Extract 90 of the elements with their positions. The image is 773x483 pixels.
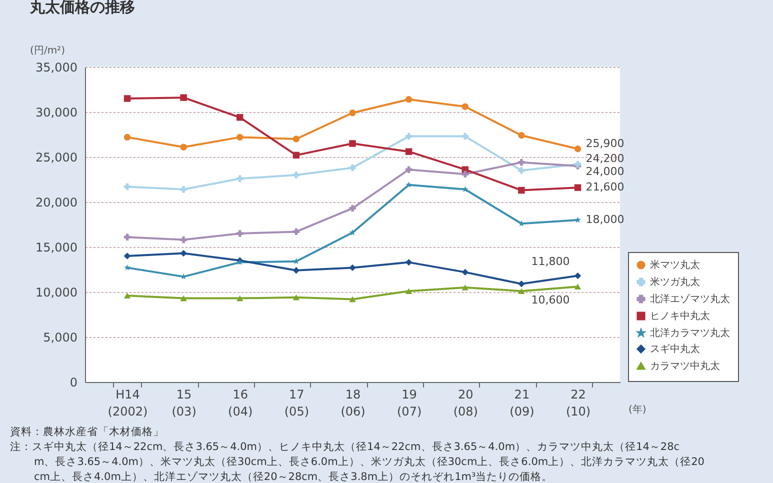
legend-label: スギ中丸太 bbox=[650, 343, 700, 355]
point bbox=[574, 216, 581, 223]
legend-label: 北洋カラマツ丸太 bbox=[650, 327, 730, 339]
data-label: 24,000 bbox=[586, 165, 624, 178]
x-tick-label: 15 (03) bbox=[172, 388, 196, 418]
point bbox=[518, 159, 525, 166]
legend-label: ヒノキ中丸太 bbox=[650, 310, 710, 322]
point bbox=[180, 186, 187, 193]
point bbox=[180, 94, 187, 101]
point bbox=[405, 166, 412, 173]
point bbox=[462, 186, 468, 192]
point bbox=[124, 234, 131, 240]
point bbox=[292, 172, 300, 178]
x-tick-label: 18 (06) bbox=[340, 388, 366, 418]
y-axis-title: (円/m²) bbox=[30, 46, 66, 56]
text: 注：スギ中丸太（径14～22cm、長さ3.65～4.0m）、ヒノキ中丸太（径14～22cm、長さ3.65～4.0m）、カラマツ中丸太（径14～28cm、長さ3.65～4.0m）、米マツ丸太（径30cm上、長さ6.0m上）、米ツガ丸太（径30cm上、長さ6.0m上）、北洋カラマツ丸太（径20cm上、長さ4.0m上）、北洋エゾマツ丸太（径20～28cm、長さ3.8m上）のそれぞれ1m³当たりの価格。 bbox=[10, 440, 704, 483]
point bbox=[405, 288, 412, 294]
point bbox=[518, 288, 525, 294]
point bbox=[518, 132, 525, 139]
point bbox=[405, 96, 412, 103]
point bbox=[292, 294, 300, 300]
point bbox=[180, 250, 187, 257]
point bbox=[236, 114, 244, 121]
y-tick-label: 15,000 bbox=[36, 240, 78, 254]
point bbox=[124, 264, 130, 270]
x-tick-label: 22 (10) bbox=[566, 388, 591, 418]
point bbox=[349, 229, 356, 236]
legend-label: 北洋エゾマツ丸太 bbox=[650, 293, 730, 305]
point bbox=[518, 280, 525, 288]
y-tick-label: 10,000 bbox=[36, 286, 78, 300]
point bbox=[180, 144, 187, 150]
point bbox=[292, 267, 300, 274]
point bbox=[462, 284, 468, 290]
point bbox=[574, 284, 582, 290]
point bbox=[405, 148, 412, 155]
point bbox=[236, 295, 244, 302]
point bbox=[292, 152, 300, 159]
point bbox=[124, 292, 131, 299]
data-label: 18,000 bbox=[586, 213, 624, 226]
point bbox=[236, 230, 244, 237]
x-tick-label: 20 (08) bbox=[453, 388, 478, 418]
point bbox=[349, 110, 356, 116]
point bbox=[292, 228, 300, 236]
point bbox=[462, 132, 468, 140]
point bbox=[349, 140, 356, 147]
point bbox=[124, 95, 131, 102]
y-tick-label: 25,000 bbox=[36, 150, 78, 164]
point bbox=[518, 167, 525, 174]
point bbox=[406, 182, 412, 188]
point bbox=[349, 264, 356, 272]
data-label: 11,800 bbox=[531, 254, 570, 268]
x-axis-title: (年) bbox=[628, 404, 646, 416]
data-label: 21,600 bbox=[586, 180, 624, 194]
point bbox=[180, 236, 187, 244]
x-tick-label: 19 (07) bbox=[396, 388, 422, 418]
x-tick-label: 21 (09) bbox=[510, 388, 534, 418]
point bbox=[292, 136, 300, 142]
point bbox=[574, 272, 582, 280]
point bbox=[124, 134, 131, 141]
text: 資料：農林水産省「木材価格」 bbox=[10, 425, 164, 438]
point bbox=[405, 132, 412, 140]
y-tick-label: 20,000 bbox=[36, 196, 78, 210]
point bbox=[574, 146, 582, 152]
point bbox=[574, 184, 582, 191]
point bbox=[236, 175, 244, 182]
legend-label: 米マツ丸太 bbox=[650, 259, 700, 271]
point bbox=[405, 258, 412, 266]
point bbox=[236, 134, 244, 141]
legend-label: カラマツ中丸太 bbox=[650, 360, 720, 372]
point bbox=[124, 252, 131, 260]
point bbox=[180, 295, 187, 302]
y-tick-label: 5,000 bbox=[43, 330, 78, 344]
x-tick-label: 17 (05) bbox=[284, 388, 310, 418]
point bbox=[462, 103, 468, 110]
legend-label: 米ツガ丸太 bbox=[650, 276, 700, 288]
data-label: 10,600 bbox=[531, 294, 570, 307]
data-label: 24,200 bbox=[586, 152, 624, 166]
point bbox=[349, 164, 356, 172]
point bbox=[349, 204, 356, 212]
point bbox=[462, 268, 468, 276]
y-tick-label: 0 bbox=[70, 376, 78, 390]
y-tick-label: 30,000 bbox=[36, 106, 78, 120]
x-tick-label: H14 (2002) bbox=[108, 388, 148, 418]
x-tick-label: 16 (04) bbox=[228, 388, 253, 418]
point bbox=[349, 296, 356, 302]
point bbox=[124, 183, 131, 190]
data-label: 25,900 bbox=[586, 136, 624, 150]
point bbox=[462, 170, 468, 178]
y-tick-label: 35,000 bbox=[36, 60, 78, 74]
point bbox=[518, 186, 525, 194]
